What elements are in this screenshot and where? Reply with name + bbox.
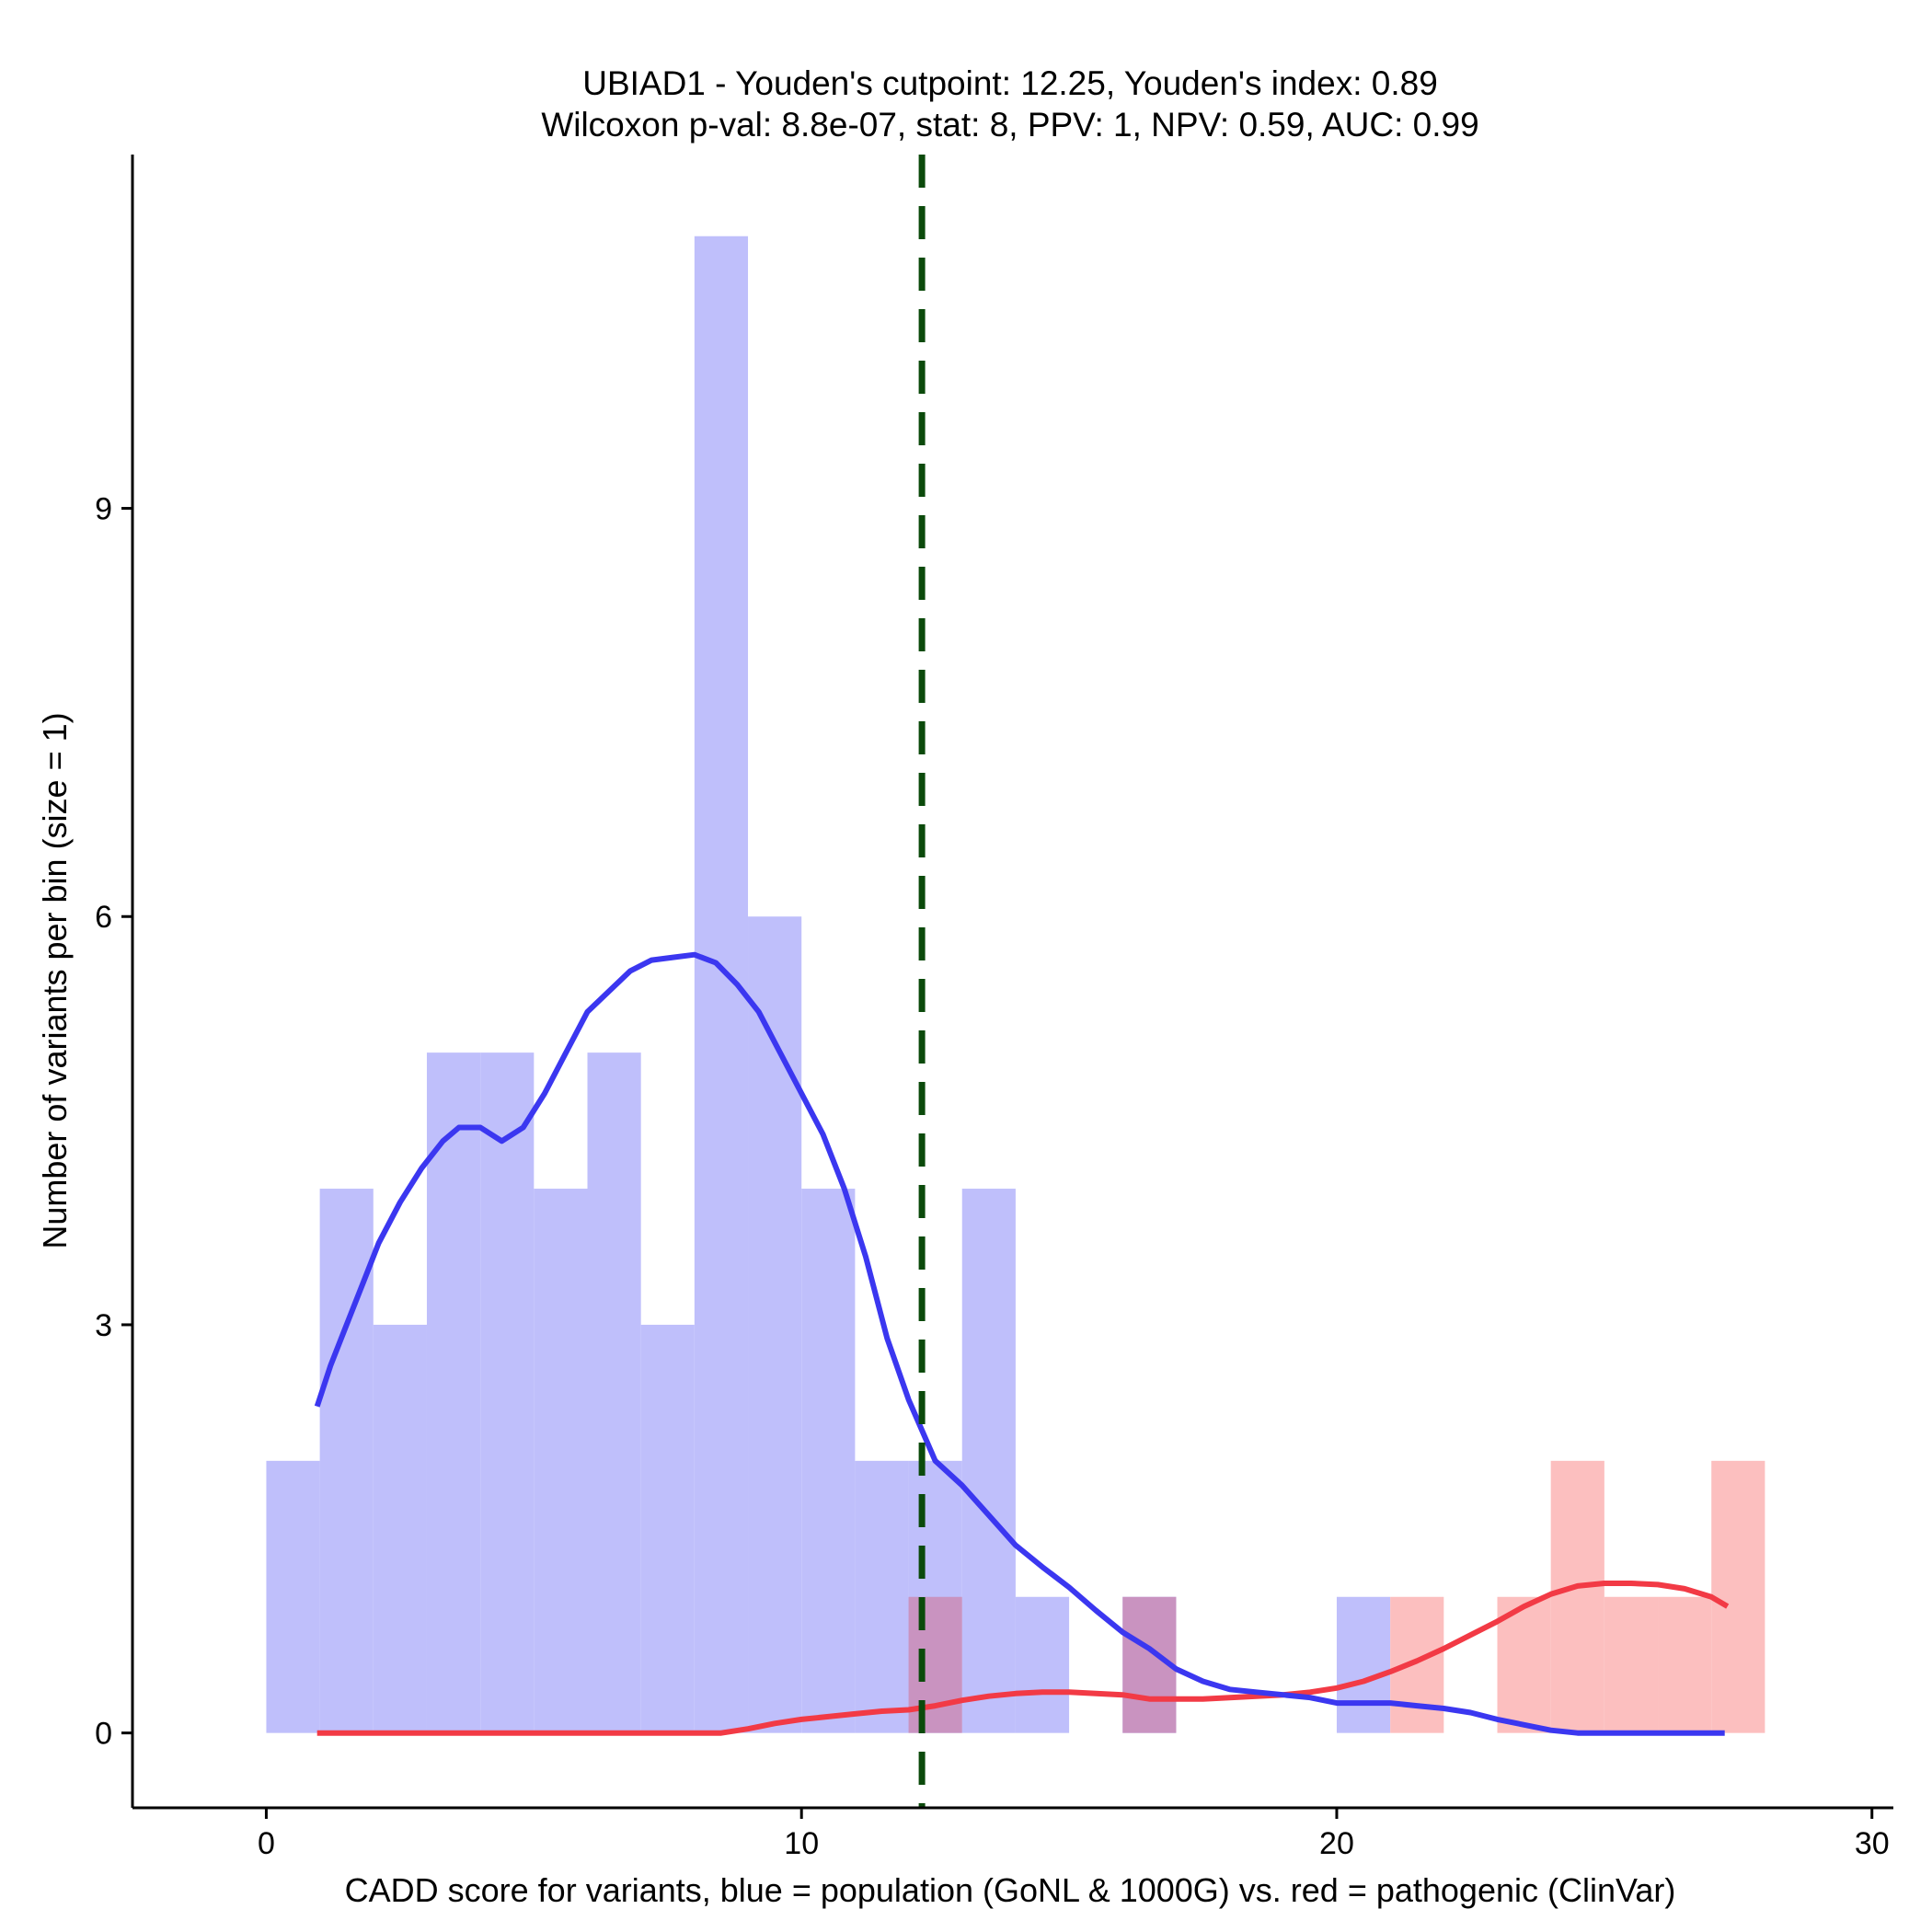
chart-title-line1: UBIAD1 - Youden's cutpoint: 12.25, Youde… — [582, 64, 1438, 102]
population-bar — [801, 1189, 856, 1733]
histogram-bars — [266, 236, 1765, 1733]
population-bar — [587, 1052, 641, 1733]
y-axis-label: Number of variants per bin (size = 1) — [36, 712, 74, 1248]
pathogenic-bar — [1604, 1596, 1659, 1733]
population-bar — [855, 1460, 909, 1733]
population-bar — [1336, 1596, 1391, 1733]
population-bar — [961, 1189, 1016, 1733]
overlap-bar — [908, 1596, 962, 1733]
population-bar — [480, 1052, 535, 1733]
pathogenic-density-line — [316, 1581, 1730, 1736]
x-tick-label: 0 — [258, 1826, 275, 1861]
chart-title-line2: Wilcoxon p-val: 8.8e-07, stat: 8, PPV: 1… — [541, 106, 1478, 144]
y-tick-label: 9 — [95, 492, 112, 527]
x-tick-label: 20 — [1319, 1826, 1354, 1861]
x-tick-label: 30 — [1855, 1826, 1890, 1861]
y-tick-label: 3 — [95, 1308, 112, 1343]
population-bar — [534, 1189, 588, 1733]
pathogenic-bar — [1711, 1460, 1765, 1733]
pathogenic-bar — [1550, 1460, 1604, 1733]
population-bar — [748, 916, 802, 1733]
population-bar — [426, 1052, 481, 1733]
population-bar — [266, 1460, 320, 1733]
density-curves — [314, 951, 1730, 1736]
pathogenic-bar — [1390, 1596, 1444, 1733]
x-tick-label: 10 — [784, 1826, 819, 1861]
axes: 0 10 20 30 0 3 6 9 — [95, 155, 1893, 1861]
population-bar — [373, 1324, 427, 1733]
pathogenic-bar — [1658, 1596, 1712, 1733]
x-axis-label: CADD score for variants, blue = populati… — [345, 1871, 1676, 1909]
population-bar — [640, 1324, 695, 1733]
population-bar — [1015, 1596, 1070, 1733]
y-tick-label: 6 — [95, 900, 112, 935]
y-tick-label: 0 — [95, 1717, 112, 1752]
population-density-line — [314, 951, 1725, 1736]
